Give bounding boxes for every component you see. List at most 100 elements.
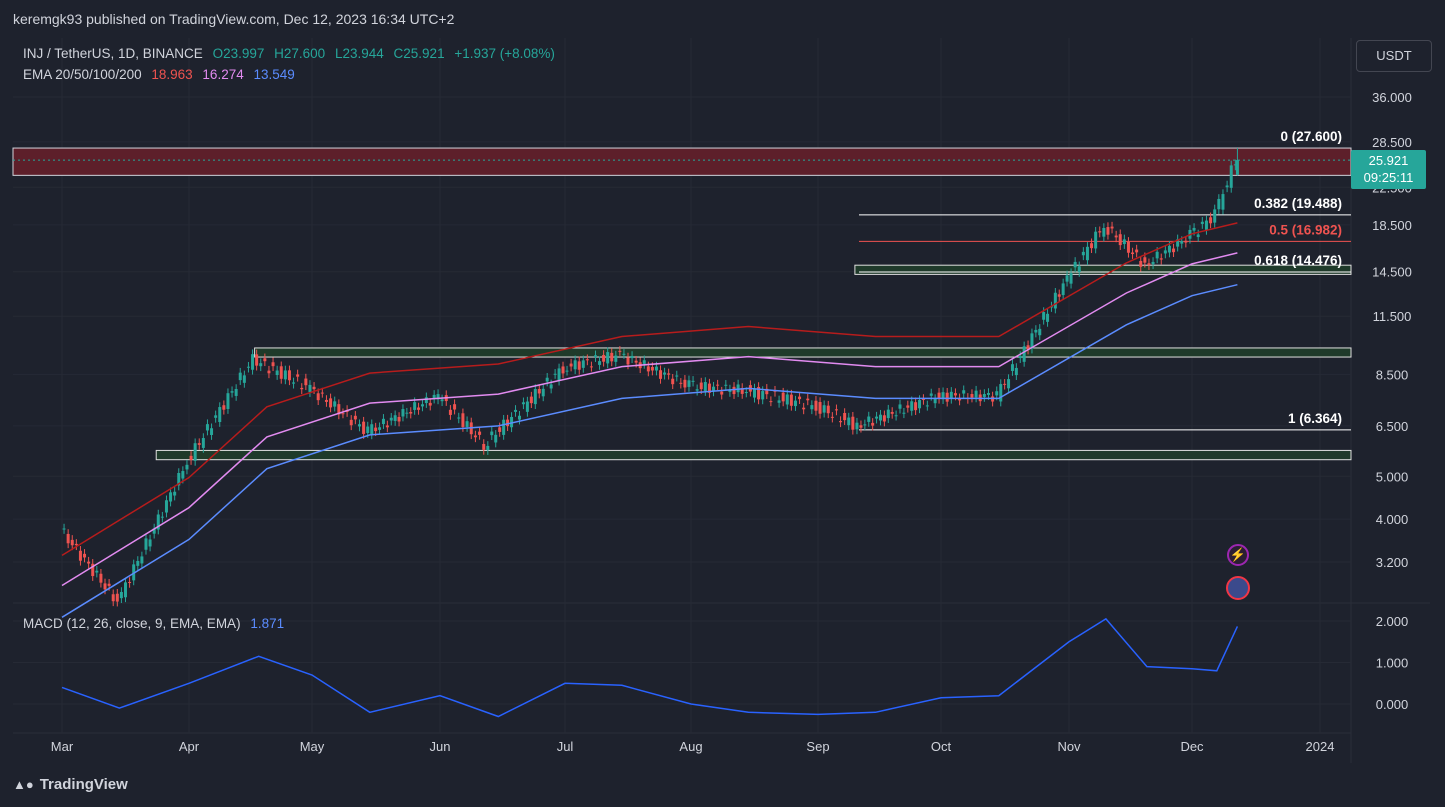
candle-body — [389, 417, 393, 421]
candle-body — [630, 355, 634, 359]
candle-body — [953, 393, 957, 396]
price-tick-label: 4.000 — [1376, 512, 1409, 527]
candle-body — [728, 389, 732, 392]
candle-body — [287, 370, 291, 381]
candle-body — [502, 419, 506, 435]
candle-body — [308, 384, 312, 393]
candle-body — [259, 363, 263, 367]
macd-tick-label: 0.000 — [1376, 697, 1409, 712]
candle-body — [736, 384, 740, 393]
candle-body — [197, 443, 201, 445]
candle-body — [789, 394, 793, 406]
candle-body — [87, 561, 91, 564]
candle-body — [230, 391, 234, 393]
candle-body — [999, 384, 1003, 402]
time-tick-label: Jun — [430, 739, 451, 754]
candle-body — [255, 354, 259, 366]
candle-body — [830, 416, 834, 418]
candle-body — [740, 387, 744, 394]
fib-label: 0.5 (16.982) — [1269, 222, 1342, 237]
us-flag-event-icon[interactable] — [1226, 576, 1250, 600]
candle-body — [234, 388, 238, 396]
candle-body — [663, 372, 667, 375]
candle-body — [878, 414, 882, 421]
candle-body — [448, 409, 452, 415]
candle-body — [699, 382, 703, 390]
ema-legend: EMA 20/50/100/200 18.963 16.274 13.549 — [23, 67, 301, 82]
candle-body — [798, 396, 802, 400]
candle-body — [761, 391, 765, 400]
candle-body — [610, 352, 614, 362]
symbol-name[interactable]: INJ / TetherUS, 1D, BINANCE — [23, 46, 203, 61]
price-tick-label: 18.500 — [1372, 218, 1412, 233]
candle-body — [1098, 231, 1102, 233]
candle-body — [378, 427, 382, 430]
candle-body — [397, 416, 401, 422]
price-tick-label: 36.000 — [1372, 90, 1412, 105]
candle-body — [777, 400, 781, 403]
candle-body — [667, 373, 671, 375]
candle-body — [1081, 251, 1085, 256]
candle-body — [103, 583, 107, 590]
candle-body — [933, 399, 937, 404]
candle-body — [189, 455, 193, 460]
candle-body — [478, 431, 482, 435]
candle-body — [401, 409, 405, 417]
candle-body — [970, 394, 974, 398]
candle-body — [1010, 364, 1014, 371]
candle-body — [432, 394, 436, 399]
candle-body — [242, 375, 246, 383]
candle-body — [1022, 346, 1026, 362]
candle-body — [1184, 240, 1188, 243]
lightning-icon[interactable]: ⚡ — [1227, 544, 1249, 566]
candle-body — [834, 409, 838, 411]
candle-body — [1042, 312, 1046, 320]
candle-body — [695, 389, 699, 391]
candle-body — [436, 394, 440, 400]
candle-body — [882, 415, 886, 422]
candle-body — [111, 594, 115, 602]
candle-body — [577, 361, 581, 370]
candle-body — [1155, 251, 1159, 259]
price-pane — [13, 38, 1351, 603]
candle-body — [707, 383, 711, 393]
ema-label[interactable]: EMA 20/50/100/200 — [23, 67, 142, 82]
candle-body — [1053, 292, 1057, 309]
candle-body — [716, 384, 720, 386]
resistance-box-upper — [254, 347, 1352, 358]
candle-body — [1073, 261, 1077, 268]
tradingview-logo[interactable]: ▲● TradingView — [13, 776, 128, 793]
candle-body — [119, 592, 123, 599]
candle-body — [214, 415, 218, 418]
candle-body — [510, 416, 514, 428]
candle-body — [465, 421, 469, 427]
publish-info: keremgk93 published on TradingView.com, … — [13, 11, 455, 27]
candle-body — [148, 539, 152, 547]
candle-body — [929, 393, 933, 396]
candle-body — [144, 538, 148, 550]
candle-body — [1030, 333, 1034, 349]
candle-body — [341, 413, 345, 415]
macd-label[interactable]: MACD (12, 26, close, 9, EMA, EMA) — [23, 616, 241, 631]
candle-body — [296, 374, 300, 377]
candle-body — [949, 391, 953, 399]
candle-body — [312, 386, 316, 390]
candle-body — [703, 382, 707, 392]
candle-body — [785, 394, 789, 405]
candle-body — [589, 366, 593, 368]
candle-body — [1139, 260, 1143, 267]
publish-header: keremgk93 published on TradingView.com, … — [0, 0, 1445, 38]
candle-body — [1213, 209, 1217, 223]
candle-body — [1077, 266, 1081, 272]
candle-body — [886, 409, 890, 419]
macd-legend: MACD (12, 26, close, 9, EMA, EMA) 1.871 — [23, 616, 290, 631]
candle-body — [494, 434, 498, 443]
candle-body — [263, 358, 267, 362]
currency-unit-button[interactable]: USDT — [1356, 40, 1432, 72]
candle-body — [357, 424, 361, 427]
candle-body — [642, 360, 646, 364]
candle-body — [569, 363, 573, 367]
candle-body — [806, 398, 810, 401]
candle-body — [66, 533, 70, 544]
